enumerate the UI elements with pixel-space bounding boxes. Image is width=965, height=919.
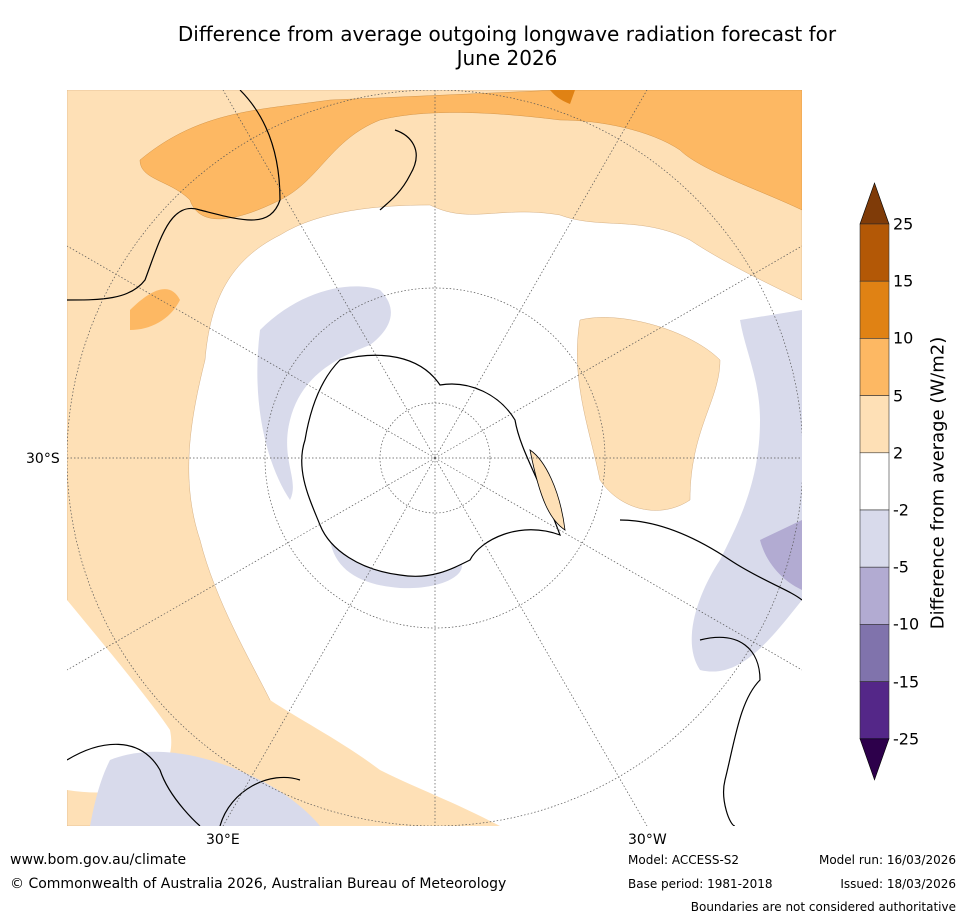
colorbar-title: Difference from average (W/m2) bbox=[927, 336, 949, 630]
anomaly-2-5-region-bottom bbox=[261, 700, 500, 826]
lat-label-30s: 30°S bbox=[26, 451, 60, 467]
colorbar-segment bbox=[859, 395, 890, 454]
colorbar-under-arrow bbox=[859, 738, 890, 781]
south-america-coastline bbox=[619, 519, 802, 826]
colorbar-segment bbox=[859, 338, 890, 396]
anomaly-5-10-region bbox=[139, 90, 802, 220]
colorbar-segment bbox=[859, 681, 890, 740]
anomaly-neg2-neg5-region bbox=[257, 286, 391, 500]
colorbar-tick-label: 5 bbox=[893, 386, 904, 406]
colorbar bbox=[859, 182, 890, 781]
chart-title-line2: June 2026 bbox=[456, 46, 558, 70]
colorbar-segment bbox=[859, 624, 890, 682]
antarctica-coastline bbox=[301, 354, 562, 577]
colorbar-tick-label: -25 bbox=[893, 729, 920, 749]
anomaly-2-5-region-right bbox=[577, 317, 721, 511]
colorbar-segment bbox=[859, 280, 890, 339]
copyright: © Commonwealth of Australia 2026, Austra… bbox=[10, 876, 507, 892]
polar-map bbox=[67, 90, 802, 826]
colorbar-tick-label: -10 bbox=[893, 614, 920, 634]
colorbar-segment bbox=[859, 223, 890, 282]
colorbar-tick-label: -5 bbox=[893, 557, 909, 577]
colorbar-tick-label: 25 bbox=[893, 214, 914, 234]
base-period: Base period: 1981-2018 bbox=[628, 877, 773, 891]
new-zealand-coastline bbox=[379, 129, 417, 211]
africa-coastline bbox=[67, 743, 301, 826]
colorbar-tick-label: 10 bbox=[893, 328, 914, 348]
chart-title-line1: Difference from average outgoing longwav… bbox=[177, 22, 837, 46]
lon-label-30e: 30°E bbox=[206, 832, 240, 848]
lon-label-30w: 30°W bbox=[628, 832, 667, 848]
issued-date: Issued: 18/03/2026 bbox=[840, 877, 956, 891]
model-info: Model: ACCESS-S2 bbox=[628, 853, 740, 867]
colorbar-tick-label: -15 bbox=[893, 672, 920, 692]
model-run: Model run: 16/03/2026 bbox=[818, 853, 956, 867]
colorbar-tick-label: -2 bbox=[893, 500, 909, 520]
colorbar-segment bbox=[859, 509, 890, 568]
colorbar-tick-label: 15 bbox=[893, 271, 914, 291]
colorbar-tick-label: 2 bbox=[893, 443, 904, 463]
australia-coastline bbox=[67, 90, 281, 301]
colorbar-segment bbox=[859, 452, 890, 511]
anomaly-white-gap bbox=[67, 600, 172, 793]
colorbar-over-arrow bbox=[859, 182, 890, 225]
disclaimer: Boundaries are not considered authoritat… bbox=[690, 900, 956, 914]
website-link[interactable]: www.bom.gov.au/climate bbox=[10, 852, 187, 868]
colorbar-segment bbox=[859, 566, 890, 625]
